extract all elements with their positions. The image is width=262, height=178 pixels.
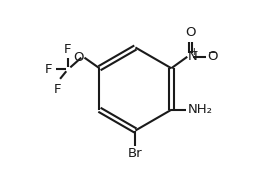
Text: F: F	[64, 43, 72, 56]
Text: O: O	[73, 51, 84, 64]
Text: F: F	[45, 63, 53, 76]
Text: O: O	[207, 50, 218, 63]
Text: NH₂: NH₂	[187, 103, 212, 116]
Text: O: O	[185, 26, 195, 39]
Text: Br: Br	[128, 147, 143, 160]
Text: N: N	[188, 50, 198, 63]
Text: +: +	[190, 47, 198, 57]
Text: F: F	[54, 83, 62, 96]
Text: −: −	[208, 48, 217, 58]
